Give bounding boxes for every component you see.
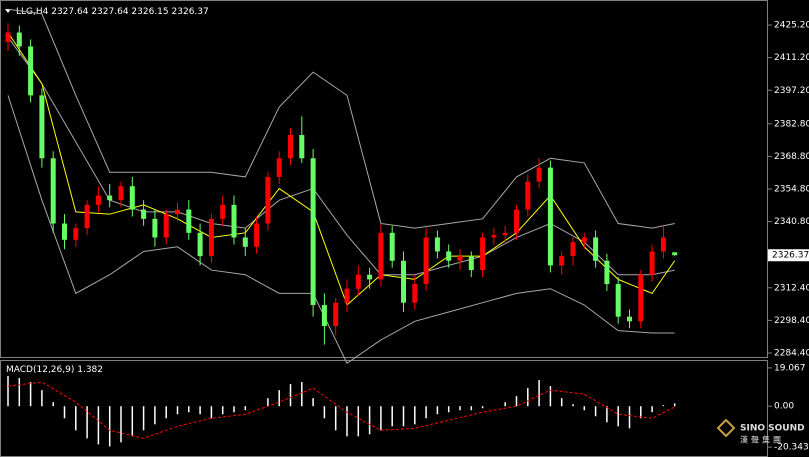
candle-body (378, 232, 384, 280)
candle-body (502, 232, 508, 236)
candle-body (333, 302, 339, 326)
candle-body (231, 204, 237, 238)
y-tick-label: 2397.20 (774, 86, 809, 96)
candle-body (50, 158, 56, 224)
menu-arrow[interactable] (5, 9, 11, 13)
indicator-line (7, 8, 675, 229)
candle-body (457, 256, 463, 261)
candle-body (73, 228, 79, 240)
candle-body (344, 288, 350, 303)
candle-body (446, 251, 452, 261)
y-tick-label: -20.343 (774, 443, 809, 453)
logo (716, 418, 736, 438)
candle-body (468, 256, 474, 271)
candle-body (401, 260, 406, 303)
candle-body (163, 214, 169, 238)
candle-body (16, 32, 22, 47)
candle-body (615, 284, 621, 317)
candle-body (672, 252, 678, 256)
candle-body (299, 134, 305, 159)
candle-body (660, 237, 666, 252)
candle-body (423, 237, 429, 285)
macd-header: MACD(12,26,9) 1.382 (6, 365, 103, 375)
candle-body (276, 158, 282, 177)
candle-body (242, 237, 248, 247)
macd-value: 1.382 (77, 365, 103, 375)
indicator-line (7, 95, 675, 364)
low-value: 2326.15 (131, 7, 168, 17)
candle-body (547, 167, 553, 266)
candle-body (604, 260, 610, 285)
header: LLG,H4 2327.64 2327.64 2326.15 2326.37 (16, 7, 209, 17)
candle-body (118, 186, 124, 201)
candle-body (559, 256, 565, 266)
candle-body (355, 274, 361, 289)
price-marker (768, 249, 809, 262)
candle-body (95, 195, 101, 205)
candle-body (39, 95, 45, 159)
y-tick-label: 0.00 (774, 402, 794, 412)
candle-body (581, 237, 587, 243)
candle-body (514, 209, 519, 233)
y-tick-label: 2298.40 (774, 316, 809, 326)
close-value: 2326.37 (172, 7, 209, 17)
candle-body (62, 223, 67, 240)
brand: SINO SOUND (740, 424, 805, 434)
y-tick-label: 2340.80 (774, 217, 809, 227)
signal-line (7, 381, 675, 439)
candle-body (265, 176, 271, 224)
y-tick-label: 2411.20 (774, 53, 809, 63)
candle-body (175, 209, 180, 215)
price-marker-label: 2326.37 (772, 251, 809, 261)
candle-body (321, 305, 327, 326)
candle-body (536, 167, 542, 182)
y-tick-label: 2425.20 (774, 21, 809, 31)
high-value: 2327.64 (91, 7, 128, 17)
candle-body (5, 32, 11, 42)
y-tick-label: 2368.80 (774, 152, 809, 162)
candle-body (491, 235, 497, 238)
y-tick-label: 2284.40 (774, 348, 809, 358)
candle-body (254, 223, 260, 247)
candle-body (480, 237, 486, 271)
brand-sub: 漢聲集團 (740, 435, 784, 445)
candle-body (141, 209, 147, 219)
macd-title: MACD(12,26,9) (6, 365, 74, 375)
candle-body (593, 237, 599, 261)
y-tick-label: 2382.80 (774, 119, 809, 129)
candle-body (570, 242, 576, 257)
candle-body (197, 232, 203, 257)
symbol: LLG,H4 (16, 7, 49, 17)
candle-body (129, 186, 135, 210)
candle-body (525, 181, 531, 210)
candle-body (220, 204, 226, 219)
candle-body (412, 284, 418, 303)
watermark: SINO SOUND 漢聲集團 (716, 418, 805, 445)
candle-body (208, 218, 214, 257)
candle-body (84, 204, 90, 229)
y-tick-label: 2354.80 (774, 185, 809, 195)
candle-body (627, 316, 632, 322)
candle-body (186, 209, 192, 233)
candle-body (434, 237, 440, 252)
candle-body (152, 218, 158, 238)
candle-body (28, 46, 34, 96)
candle-body (288, 134, 293, 159)
y-tick-label: 2312.40 (774, 283, 809, 293)
candle-body (649, 251, 655, 275)
candle-body (638, 274, 644, 322)
candle-body (367, 274, 373, 280)
candle-body (107, 195, 113, 201)
candle-body (389, 232, 395, 261)
y-tick-label: 19.067 (774, 363, 806, 373)
price-frame (0, 0, 768, 358)
open-value: 2327.64 (51, 7, 88, 17)
candle-body (310, 158, 316, 306)
